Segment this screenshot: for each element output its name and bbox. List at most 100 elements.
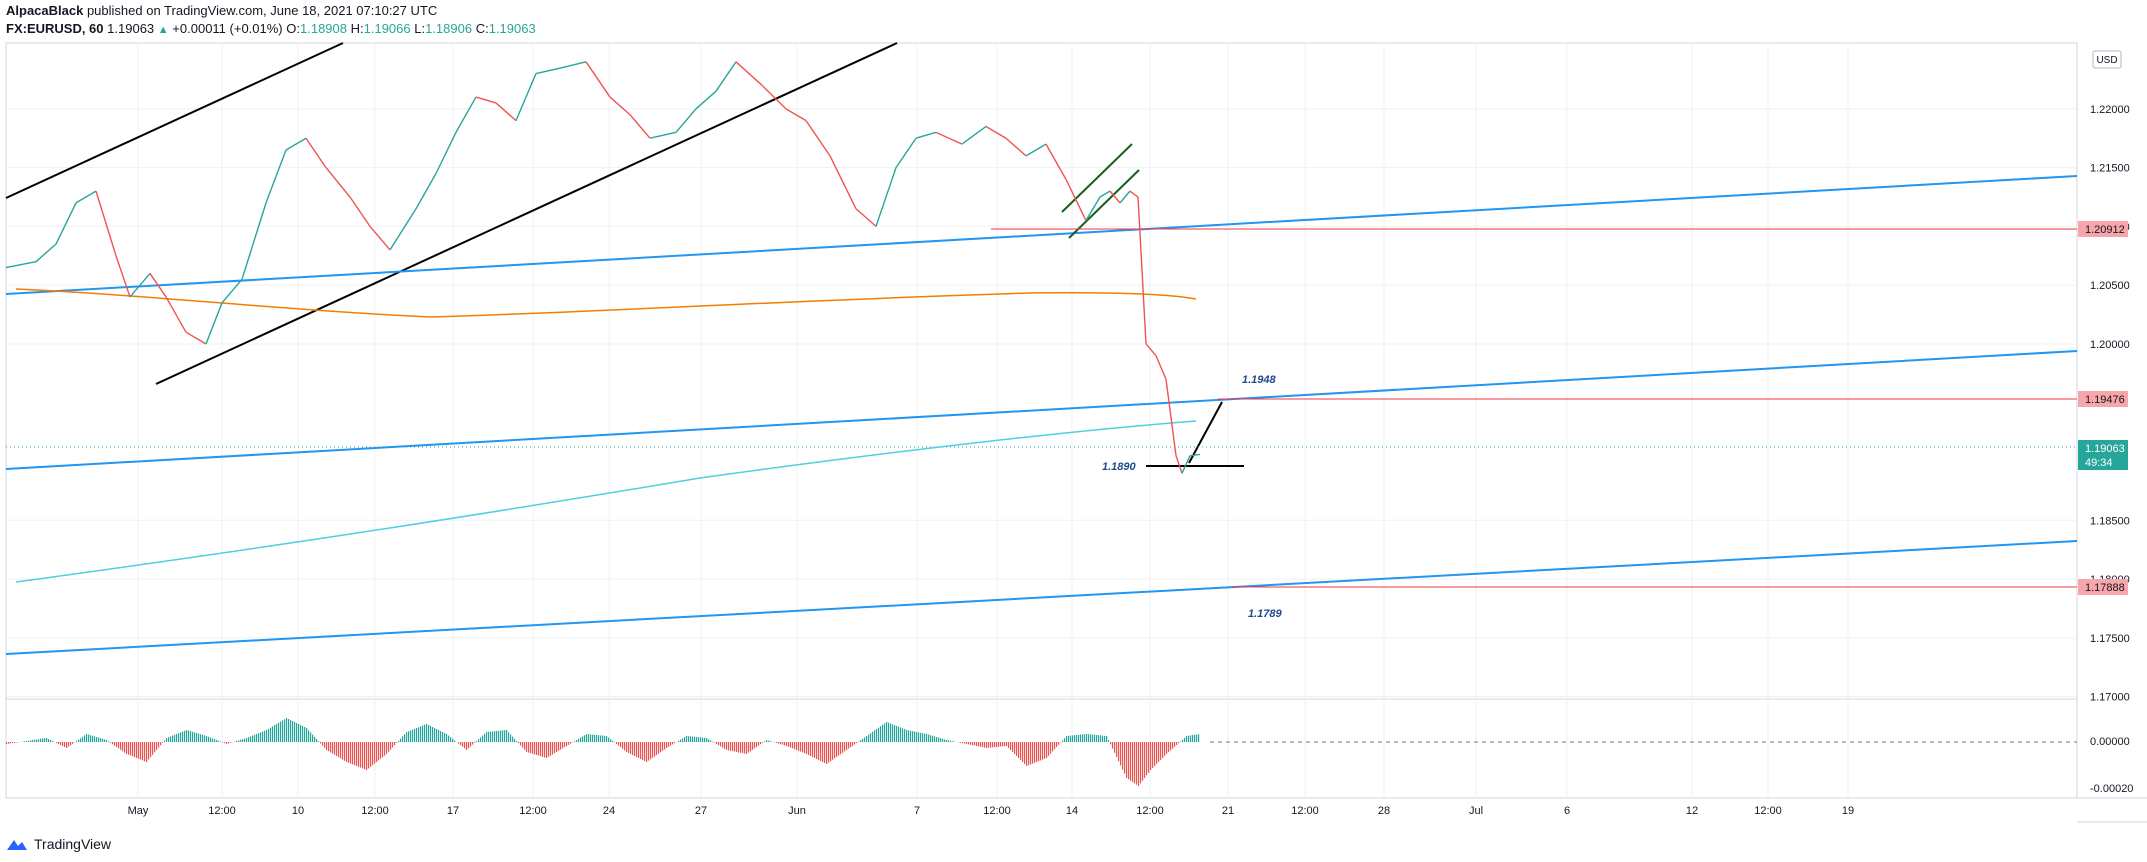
oscillator-bar: [102, 738, 104, 742]
oscillator-bar: [1116, 742, 1118, 757]
oscillator-bar: [1022, 742, 1024, 762]
tradingview-logo-icon[interactable]: [6, 837, 28, 851]
author-name[interactable]: AlpacaBlack: [6, 3, 84, 18]
oscillator-bar: [714, 742, 716, 743]
oscillator-bar: [494, 731, 496, 742]
currency-badge[interactable]: [2092, 50, 2122, 69]
oscillator-bar: [52, 741, 54, 742]
oscillator-bar: [860, 740, 862, 742]
oscillator-bar: [508, 732, 510, 742]
oscillator-bar: [1106, 736, 1108, 742]
oscillator-bar: [464, 742, 466, 749]
trend-line-blue-3[interactable]: [5, 540, 2078, 655]
oscillator-bar: [1028, 742, 1030, 766]
price-segment: [435, 132, 457, 174]
price-segment: [1085, 196, 1101, 221]
oscillator-bar: [1172, 742, 1174, 749]
oscillator-bar: [716, 742, 718, 744]
time-axis[interactable]: May 12:00 10 12:00 17 12:00 24 27 Jun 7 12:00 14 12:…: [128, 805, 1855, 817]
oscillator-bar: [410, 730, 412, 742]
oscillator-bar: [570, 742, 572, 744]
price-segment: [369, 225, 391, 251]
oscillator-bar: [522, 742, 524, 748]
oscillator-bar: [94, 736, 96, 742]
oscillator-bar: [756, 742, 758, 747]
price-segment: [561, 61, 587, 69]
oscillator-bar: [660, 742, 662, 753]
oscillator-bar: [884, 723, 886, 742]
oscillator-bar: [552, 742, 554, 755]
oscillator-bar: [768, 740, 770, 742]
oscillator-bar: [900, 727, 902, 742]
oscillator-bar: [818, 742, 820, 760]
oscillator-bar: [810, 742, 812, 756]
oscillator-bar: [754, 742, 756, 749]
oscillator-bar: [180, 732, 182, 742]
oscillator-bar: [1072, 735, 1074, 742]
trend-line-black-1[interactable]: [5, 42, 344, 199]
time-tick-label: 12:00: [983, 805, 1011, 817]
oscillator-bar: [1084, 734, 1086, 742]
oscillator-bar: [298, 724, 300, 742]
brand-name[interactable]: TradingView: [34, 836, 112, 852]
oscillator-bar: [390, 742, 392, 750]
oscillator-bar: [208, 736, 210, 742]
oscillator-bar: [704, 737, 706, 742]
oscillator-bar: [1070, 735, 1072, 742]
price-segment: [95, 190, 117, 256]
oscillator-bar: [506, 730, 508, 742]
time-tick-label: 6: [1564, 805, 1570, 817]
oscillator-bar: [538, 742, 540, 756]
oscillator-bar: [108, 741, 110, 742]
trend-line-black-2[interactable]: [155, 42, 898, 385]
price-segment: [115, 255, 131, 298]
channel-line-green-2[interactable]: [1068, 169, 1140, 239]
oscillator-bar: [186, 730, 188, 742]
price-segment: [1145, 343, 1157, 357]
last-price-label-bg: [2078, 440, 2128, 470]
oscillator-bar: [292, 721, 294, 742]
oscillator-bar: [250, 736, 252, 742]
oscillator-bar: [804, 742, 806, 754]
oscillator-bar: [126, 742, 128, 754]
oscillator-bar: [150, 742, 152, 758]
oscillator-bar: [630, 742, 632, 754]
price-segment: [785, 108, 807, 122]
oscillator-bar: [96, 737, 98, 742]
oscillator-bar: [708, 739, 710, 742]
oscillator-histogram: [6, 718, 1200, 786]
channel-line-green-1[interactable]: [1061, 143, 1133, 213]
oscillator-bar: [392, 742, 394, 748]
oscillator-bar: [976, 742, 978, 746]
oscillator-bar: [1110, 742, 1112, 745]
price-segment: [5, 260, 37, 269]
oscillator-bar: [306, 728, 308, 742]
price-segment: [1155, 355, 1167, 380]
oscillator-bar: [472, 742, 474, 745]
oscillator-bar: [24, 741, 26, 742]
price-segment: [805, 120, 831, 157]
oscillator-bar: [198, 733, 200, 742]
oscillator-bar: [524, 742, 526, 750]
oscillator-bar: [148, 742, 150, 760]
wedge-line-black[interactable]: [1188, 401, 1223, 464]
oscillator-bar: [1130, 742, 1132, 781]
oscillator-bar: [100, 738, 102, 742]
symbol-label[interactable]: FX:EURUSD, 60: [6, 21, 104, 36]
time-tick-label: Jun: [788, 805, 806, 817]
trend-line-blue-1[interactable]: [5, 175, 2078, 295]
price-segment: [735, 61, 763, 86]
oscillator-bar: [404, 734, 406, 742]
oscillator-bar: [762, 742, 764, 743]
oscillator-bar: [82, 736, 84, 742]
level-label-3: 1.17888: [2085, 582, 2125, 594]
oscillator-bar: [802, 742, 804, 753]
oscillator-bar: [906, 730, 908, 742]
oscillator-bar: [1016, 742, 1018, 756]
trend-line-blue-2[interactable]: [5, 350, 2078, 470]
oscillator-bar: [86, 734, 88, 742]
price-segment: [1065, 179, 1087, 221]
oscillator-bar: [316, 739, 318, 742]
oscillator-bar: [502, 730, 504, 742]
